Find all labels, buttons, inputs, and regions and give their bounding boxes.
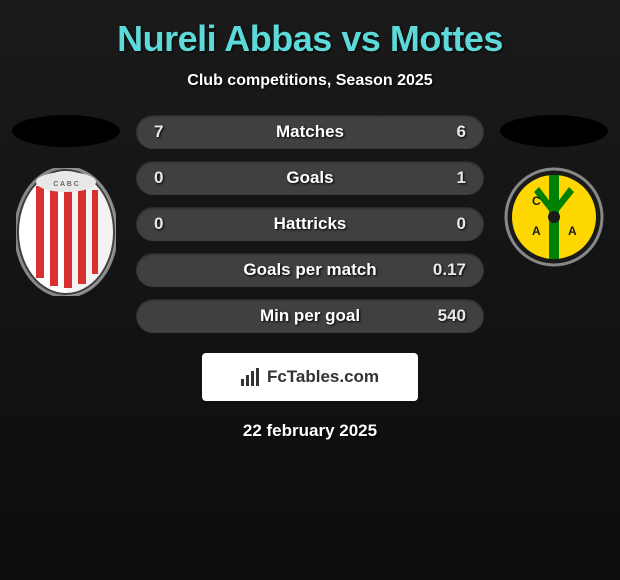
- stat-row-hattricks: 0 Hattricks 0: [136, 207, 484, 241]
- left-player-col: C A B C: [6, 115, 126, 292]
- comparison-content: C A B C 7 Matches 6 0 Goals 1 0 Hattrick…: [0, 115, 620, 333]
- stat-right-value: 0.17: [426, 260, 466, 280]
- right-shadow-ellipse: [500, 115, 608, 147]
- stat-row-gpm: Goals per match 0.17: [136, 253, 484, 287]
- stat-right-value: 1: [426, 168, 466, 188]
- stat-label: Matches: [276, 122, 344, 142]
- left-shadow-ellipse: [12, 115, 120, 147]
- svg-text:A: A: [532, 224, 541, 238]
- stat-row-goals: 0 Goals 1: [136, 161, 484, 195]
- right-club-badge: C A A: [504, 157, 604, 277]
- page-title: Nureli Abbas vs Mottes: [117, 18, 503, 60]
- stat-label: Goals: [286, 168, 333, 188]
- subtitle: Club competitions, Season 2025: [187, 72, 432, 90]
- stats-column: 7 Matches 6 0 Goals 1 0 Hattricks 0 Goal…: [126, 115, 494, 333]
- stat-label: Hattricks: [274, 214, 347, 234]
- stat-label: Min per goal: [260, 306, 360, 326]
- stat-left-value: 0: [154, 168, 194, 188]
- stat-right-value: 6: [426, 122, 466, 142]
- stat-left-value: 0: [154, 214, 194, 234]
- stat-row-matches: 7 Matches 6: [136, 115, 484, 149]
- right-player-col: C A A: [494, 115, 614, 277]
- stat-label: Goals per match: [243, 260, 376, 280]
- left-club-badge: C A B C: [16, 172, 116, 292]
- brand-badge: FcTables.com: [202, 353, 418, 401]
- stat-right-value: 0: [426, 214, 466, 234]
- svg-text:A: A: [568, 224, 577, 238]
- brand-text: FcTables.com: [267, 367, 379, 387]
- stat-left-value: 7: [154, 122, 194, 142]
- chart-icon: [241, 368, 259, 386]
- stat-right-value: 540: [426, 306, 466, 326]
- stat-row-mpg: Min per goal 540: [136, 299, 484, 333]
- date-label: 22 february 2025: [243, 421, 377, 441]
- svg-text:C: C: [532, 194, 541, 208]
- svg-text:C A B C: C A B C: [53, 181, 79, 188]
